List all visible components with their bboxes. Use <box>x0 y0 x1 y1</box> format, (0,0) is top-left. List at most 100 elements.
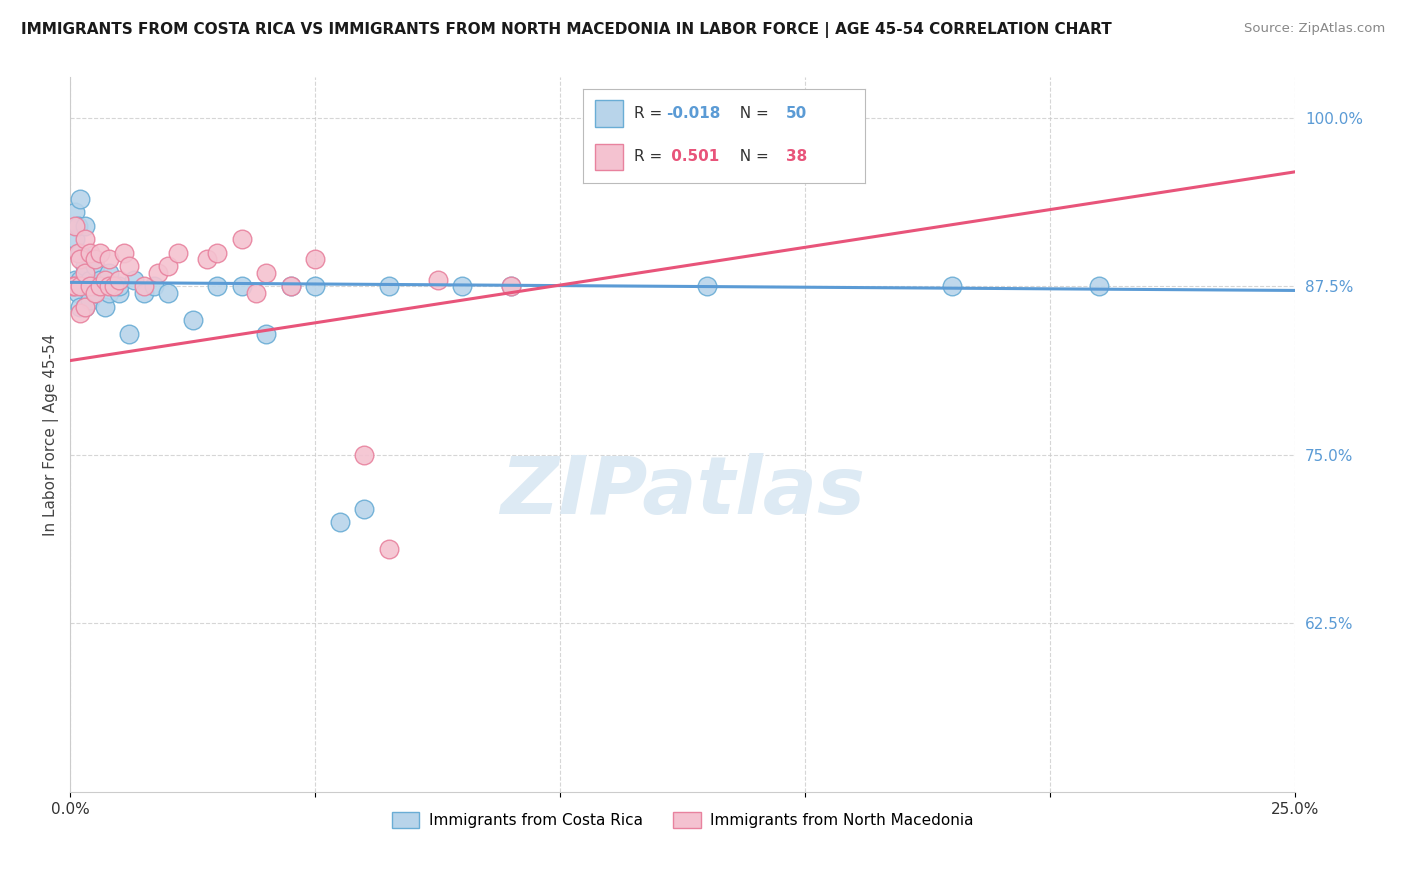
Point <box>280 279 302 293</box>
Point <box>197 252 219 267</box>
Point <box>501 279 523 293</box>
Point <box>83 279 105 293</box>
Point <box>112 245 135 260</box>
Point <box>426 273 449 287</box>
Point <box>245 286 267 301</box>
Point <box>79 279 101 293</box>
Text: 0.501: 0.501 <box>666 149 720 164</box>
Point <box>132 286 155 301</box>
Point <box>72 279 94 293</box>
Bar <box>595 101 623 127</box>
Point <box>73 279 96 293</box>
Point <box>79 279 101 293</box>
Point <box>118 259 141 273</box>
Point <box>89 245 111 260</box>
Point <box>69 300 91 314</box>
Point <box>83 252 105 267</box>
Point <box>205 279 228 293</box>
Bar <box>595 144 623 169</box>
Y-axis label: In Labor Force | Age 45-54: In Labor Force | Age 45-54 <box>44 334 59 536</box>
Point <box>167 245 190 260</box>
Point <box>108 279 131 293</box>
Point <box>231 279 253 293</box>
Point <box>83 286 105 301</box>
Point <box>98 266 121 280</box>
Point <box>148 266 170 280</box>
Point <box>79 252 101 267</box>
Text: -0.018: -0.018 <box>666 106 721 121</box>
Text: N =: N = <box>730 149 773 164</box>
Point <box>73 300 96 314</box>
Point <box>69 245 91 260</box>
Point <box>93 300 115 314</box>
Point <box>63 219 86 233</box>
Point <box>79 245 101 260</box>
Text: Source: ZipAtlas.com: Source: ZipAtlas.com <box>1244 22 1385 36</box>
Point <box>377 279 399 293</box>
Point <box>62 279 84 293</box>
Point <box>69 192 91 206</box>
Text: N =: N = <box>730 106 773 121</box>
Point <box>157 286 180 301</box>
Point <box>89 279 111 293</box>
Point <box>142 279 165 293</box>
Point <box>304 279 326 293</box>
Point <box>69 279 91 293</box>
Point <box>66 286 89 301</box>
Point <box>231 232 253 246</box>
Point <box>98 252 121 267</box>
Point <box>73 219 96 233</box>
Point <box>79 273 101 287</box>
Point <box>73 259 96 273</box>
Point <box>63 273 86 287</box>
Point <box>353 448 375 462</box>
Legend: Immigrants from Costa Rica, Immigrants from North Macedonia: Immigrants from Costa Rica, Immigrants f… <box>385 806 980 834</box>
Point <box>181 313 204 327</box>
Point <box>941 279 963 293</box>
Point <box>118 326 141 341</box>
Point <box>93 273 115 287</box>
Point <box>451 279 474 293</box>
Point <box>696 279 718 293</box>
Point <box>83 286 105 301</box>
Point <box>254 266 277 280</box>
Point <box>103 279 125 293</box>
Point <box>62 279 84 293</box>
Point <box>501 279 523 293</box>
Point <box>108 286 131 301</box>
Point <box>63 279 86 293</box>
Point <box>89 273 111 287</box>
Point <box>205 245 228 260</box>
Point <box>254 326 277 341</box>
Point <box>377 542 399 557</box>
Point <box>66 245 89 260</box>
Text: ZIPatlas: ZIPatlas <box>501 453 865 531</box>
Point <box>132 279 155 293</box>
Point <box>103 279 125 293</box>
Point <box>93 279 115 293</box>
Point <box>73 300 96 314</box>
Point <box>89 279 111 293</box>
Point <box>157 259 180 273</box>
Point <box>69 306 91 320</box>
Point <box>73 232 96 246</box>
Text: R =: R = <box>634 149 668 164</box>
Point <box>1088 279 1111 293</box>
Point <box>69 252 91 267</box>
Point <box>63 232 86 246</box>
Point <box>73 266 96 280</box>
Point <box>98 279 121 293</box>
Point <box>79 293 101 307</box>
Point <box>122 273 145 287</box>
Text: 50: 50 <box>786 106 807 121</box>
Point <box>63 205 86 219</box>
Point <box>98 286 121 301</box>
Point <box>108 273 131 287</box>
Point <box>280 279 302 293</box>
Point <box>83 259 105 273</box>
Text: R =: R = <box>634 106 668 121</box>
Point <box>329 516 352 530</box>
Text: 38: 38 <box>786 149 807 164</box>
Text: IMMIGRANTS FROM COSTA RICA VS IMMIGRANTS FROM NORTH MACEDONIA IN LABOR FORCE | A: IMMIGRANTS FROM COSTA RICA VS IMMIGRANTS… <box>21 22 1112 38</box>
Point <box>69 273 91 287</box>
